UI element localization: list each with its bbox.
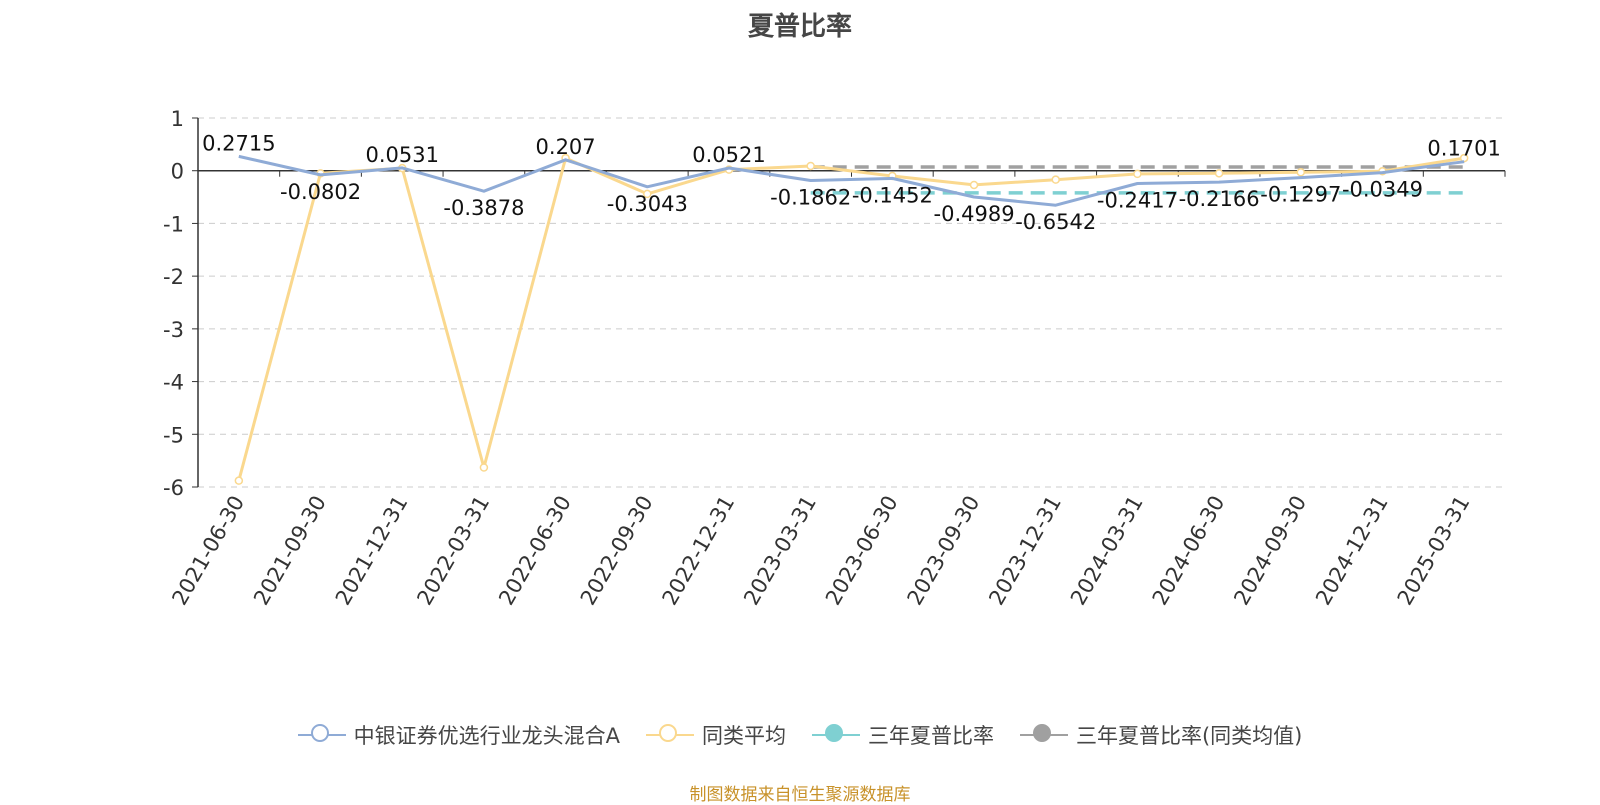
- data-label: -0.3043: [607, 192, 688, 216]
- data-label: 0.0521: [692, 143, 765, 167]
- x-tick-label: 2023-12-31: [984, 492, 1066, 610]
- data-label: -0.3878: [443, 196, 524, 220]
- y-tick-label: -3: [163, 318, 184, 342]
- hollow-circle-icon: [297, 723, 346, 747]
- legend-label-three-year-peer: 三年夏普比率(同类均值): [1075, 724, 1303, 748]
- legend-label-three-year: 三年夏普比率: [867, 724, 994, 748]
- peer-average-point: [1051, 175, 1060, 184]
- peer-average-point: [969, 180, 979, 190]
- peer-average-point: [1296, 168, 1306, 177]
- legend-item-fund[interactable]: 中银证券优选行业龙头混合A: [297, 720, 620, 750]
- x-tick-label: 2021-09-30: [249, 492, 331, 610]
- hollow-circle-icon: [645, 723, 694, 747]
- data-label: -0.1452: [852, 183, 933, 207]
- data-label: 0.207: [536, 135, 596, 159]
- data-label: -0.4989: [934, 202, 1015, 226]
- x-tick-label: 2024-09-30: [1229, 492, 1311, 610]
- y-tick-label: -4: [163, 371, 184, 395]
- y-tick-label: -1: [163, 212, 184, 236]
- data-label: 0.2715: [202, 131, 275, 155]
- series-lines: [234, 153, 1469, 485]
- fund-line: [238, 154, 1465, 207]
- data-label: -0.6542: [1015, 210, 1096, 234]
- x-tick-label: 2022-03-31: [412, 492, 494, 610]
- y-tick-label: -5: [163, 423, 184, 447]
- y-tick-label: 0: [171, 160, 184, 184]
- data-label: -0.1862: [770, 186, 851, 210]
- data-label: -0.1297: [1260, 183, 1341, 207]
- peer-average-point: [643, 189, 652, 199]
- legend-item-three-year-peer[interactable]: 三年夏普比率(同类均值): [1019, 720, 1303, 750]
- legend-item-peer-average[interactable]: 同类平均: [645, 720, 786, 750]
- x-tick-label: 2021-06-30: [167, 492, 249, 610]
- x-tick-label: 2023-09-30: [903, 492, 985, 610]
- x-tick-label: 2025-03-31: [1393, 492, 1475, 610]
- data-label: -0.2166: [1179, 187, 1260, 211]
- data-label: 0.0531: [365, 143, 438, 167]
- x-tick-label: 2023-03-31: [739, 492, 821, 610]
- filled-circle-icon: [1019, 723, 1068, 747]
- peer-average-line: [237, 156, 1465, 482]
- grid-lines: [198, 117, 1505, 488]
- x-tick-label: 2023-06-30: [821, 492, 903, 610]
- legend-label-peer-average: 同类平均: [701, 724, 786, 748]
- peer-average-point: [1133, 169, 1142, 179]
- data-label: -0.2417: [1097, 188, 1178, 212]
- x-tick-label: 2022-06-30: [494, 492, 576, 610]
- peer-average-point: [806, 161, 815, 171]
- legend-label-fund: 中银证券优选行业龙头混合A: [353, 724, 620, 748]
- x-tick-label: 2022-12-31: [657, 492, 739, 610]
- data-source-note: 制图数据来自恒生聚源数据库: [689, 785, 911, 805]
- data-label: -0.0349: [1342, 178, 1423, 202]
- y-tick-label: -6: [163, 476, 184, 500]
- y-tick-label: 1: [171, 107, 184, 131]
- peer-average-point: [1214, 169, 1224, 178]
- x-tick-label: 2024-12-31: [1311, 492, 1393, 610]
- x-tick-label: 2024-03-31: [1066, 492, 1148, 610]
- legend-item-three-year[interactable]: 三年夏普比率: [811, 720, 994, 750]
- data-label: -0.0802: [280, 180, 361, 204]
- data-label: 0.1701: [1427, 137, 1500, 161]
- x-tick-label: 2022-09-30: [576, 492, 658, 610]
- x-tick-label: 2024-06-30: [1148, 492, 1230, 610]
- y-tick-label: -2: [163, 265, 184, 289]
- peer-average-point: [479, 463, 489, 472]
- peer-average-point: [234, 476, 244, 485]
- legend: 中银证券优选行业龙头混合A 同类平均 三年夏普比率 三年夏普比率(同类均值): [0, 720, 1600, 750]
- x-tick-label: 2021-12-31: [331, 492, 413, 610]
- chart-title: 夏普比率: [747, 12, 852, 42]
- filled-circle-icon: [811, 723, 860, 747]
